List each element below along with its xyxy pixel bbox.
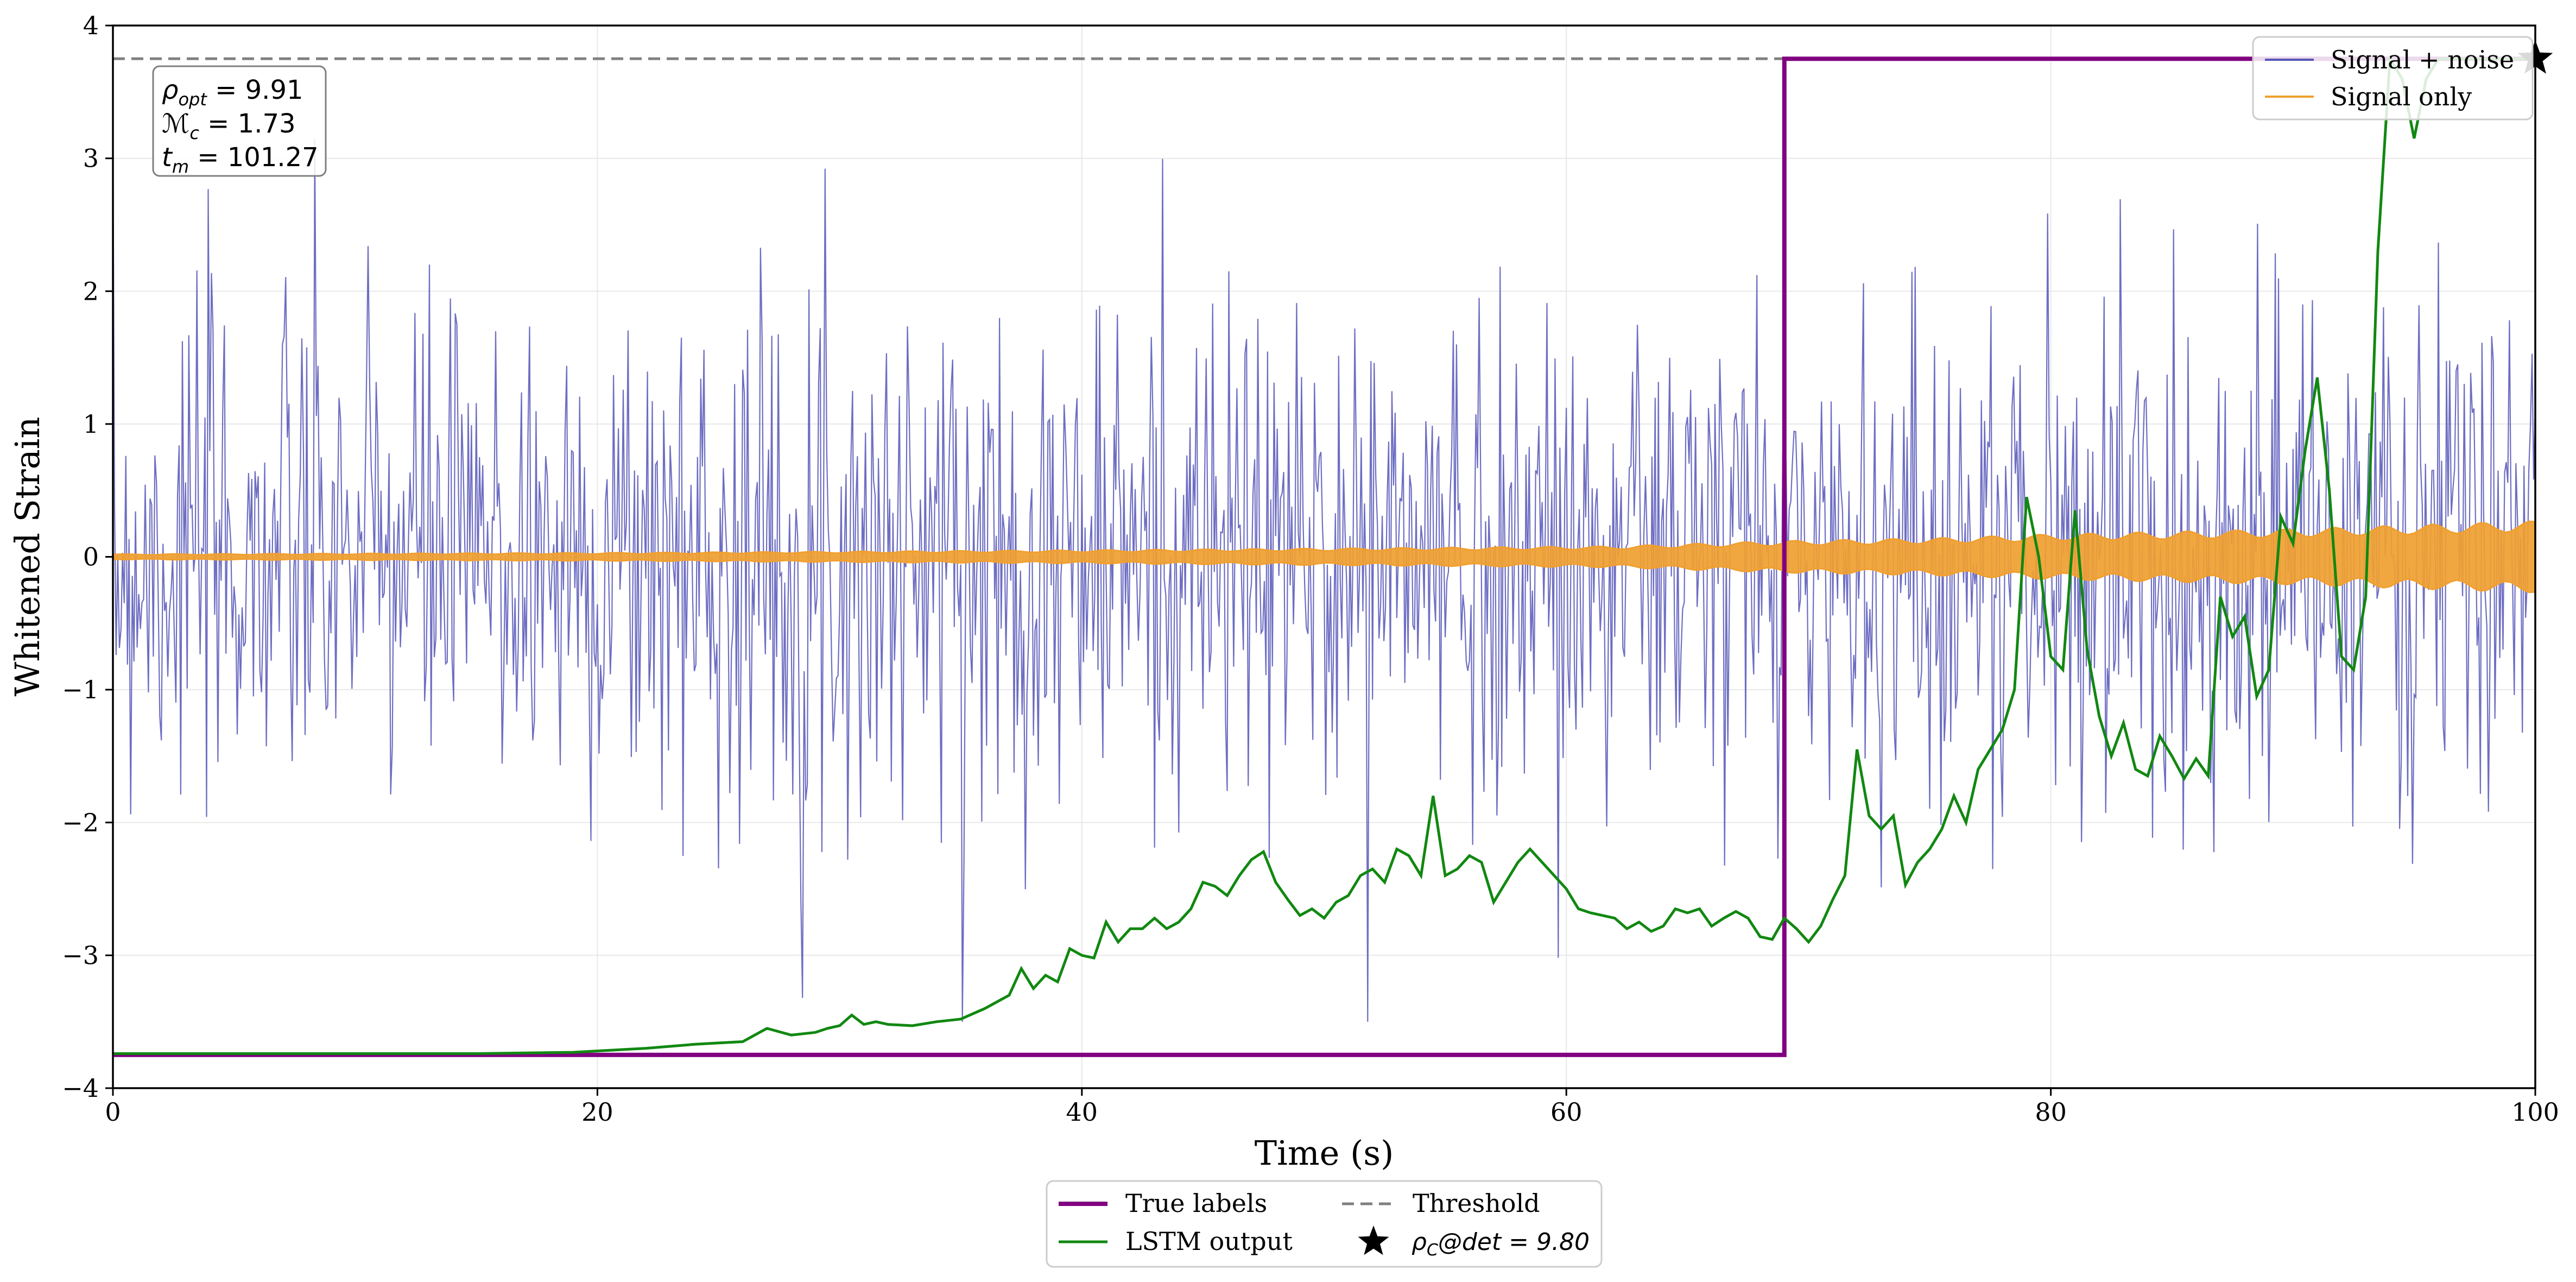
lstm-output-line [113, 54, 2535, 1055]
y-axis-label: Whitened Strain [8, 417, 47, 697]
y-tick-label-6: 2 [83, 276, 99, 306]
x-tick-label-3: 60 [1550, 1097, 1583, 1127]
true-labels-line [113, 56, 2535, 1057]
x-tick-label-5: 100 [2511, 1097, 2559, 1127]
x-tick-label-4: 80 [2035, 1097, 2067, 1127]
info-box: ρopt = 9.91 ℳc = 1.73 tm = 101.27 [152, 65, 327, 177]
legend-bottom: True labels Threshold LSTM output ρC@det… [1046, 1180, 1603, 1268]
legend-top-right: Signal + noise Signal only [2252, 36, 2534, 121]
info-rho-opt: ρopt = 9.91 [162, 75, 303, 110]
x-tick-label-1: 20 [581, 1097, 613, 1127]
legend-swatch-detection-star [1358, 1226, 1389, 1255]
x-axis-ticks: 0 20 40 60 80 100 [105, 1088, 2559, 1127]
info-chirp-mass: ℳc = 1.73 [162, 109, 296, 143]
y-tick-label-4: 0 [83, 542, 99, 572]
signal-noise-line [113, 131, 2535, 1022]
y-tick-label-1: −3 [62, 940, 99, 970]
y-axis-ticks: −4 −3 −2 −1 0 1 2 3 4 [62, 11, 113, 1103]
signal-only-band [113, 520, 2535, 593]
legend-label-signal-only: Signal only [2331, 82, 2472, 111]
legend-label-lstm: LSTM output [1125, 1227, 1293, 1256]
x-axis-label: Time (s) [1255, 1133, 1394, 1173]
legend-label-detection: ρC@det = 9.80 [1412, 1228, 1590, 1260]
legend-label-signal-noise: Signal + noise [2331, 45, 2514, 74]
y-tick-label-5: 1 [83, 409, 99, 439]
y-tick-label-8: 4 [83, 11, 99, 40]
x-tick-label-0: 0 [105, 1097, 121, 1127]
y-tick-label-3: −1 [62, 675, 99, 704]
x-tick-label-2: 40 [1066, 1097, 1098, 1127]
y-tick-label-2: −2 [62, 808, 99, 837]
y-tick-label-7: 3 [83, 144, 99, 173]
legend-label-threshold: Threshold [1413, 1189, 1540, 1218]
y-tick-label-0: −4 [62, 1073, 99, 1103]
info-merger-time: tm = 101.27 [162, 142, 319, 177]
legend-label-true-labels: True labels [1125, 1189, 1267, 1218]
